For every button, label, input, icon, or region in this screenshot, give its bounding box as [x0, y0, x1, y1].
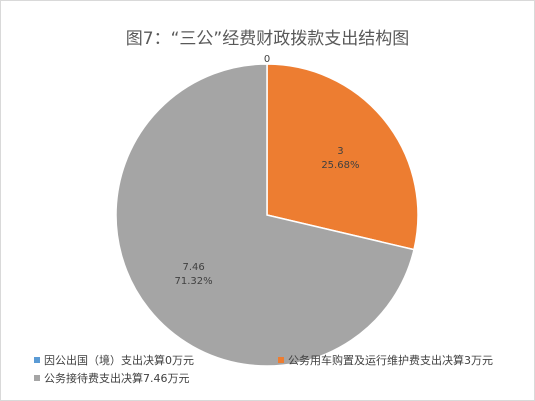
chart-title: 图7：“三公”经费财政拨款支出结构图 — [125, 29, 410, 49]
legend-swatch-overseas — [34, 357, 40, 363]
legend-swatch-reception — [34, 375, 40, 381]
legend-item-vehicle: 公务用车购置及运行维护费支出决算3万元 — [278, 352, 493, 368]
legend-label-reception: 公务接待费支出决算7.46万元 — [44, 372, 190, 385]
data-label-percent-vehicle: 25.68% — [321, 160, 359, 171]
legend-item-overseas: 因公出国（境）支出决算0万元 — [34, 352, 194, 368]
legend-label-vehicle: 公务用车购置及运行维护费支出决算3万元 — [288, 354, 493, 367]
pie-slice-vehicle — [266, 63, 419, 251]
legend-label-overseas: 因公出国（境）支出决算0万元 — [44, 354, 194, 367]
pie-slice-reception — [115, 63, 415, 367]
data-label-value-vehicle: 3 — [337, 146, 343, 157]
legend-swatch-vehicle — [278, 357, 284, 363]
data-label-value-overseas: 0 — [264, 54, 270, 65]
data-label-value-reception: 7.46 — [182, 262, 204, 273]
legend-item-reception: 公务接待费支出决算7.46万元 — [34, 370, 190, 386]
data-label-percent-reception: 71.32% — [175, 276, 213, 287]
